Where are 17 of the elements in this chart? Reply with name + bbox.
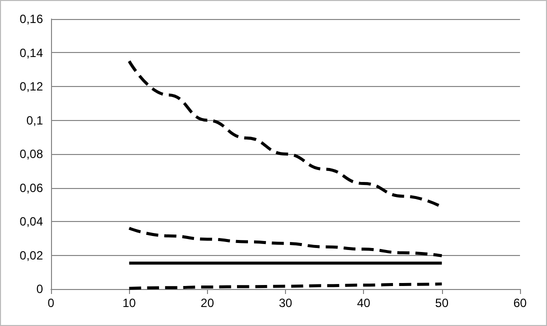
x-tick-label: 50 (435, 296, 449, 310)
x-tick-label: 40 (356, 296, 371, 310)
x-tick-label: 20 (200, 296, 214, 310)
x-tick-label: 30 (278, 296, 292, 310)
line-series (128, 226, 444, 258)
x-tick-label: 0 (48, 296, 55, 310)
y-tick-label: 0,08 (20, 147, 44, 161)
y-tick-label: 0,16 (20, 12, 44, 26)
x-tick-label: 10 (122, 296, 136, 310)
x-tick-label: 60 (513, 296, 527, 310)
y-tick-label: 0,04 (20, 214, 44, 228)
y-tick-label: 0,02 (20, 248, 44, 262)
y-tick-label: 0,1 (26, 113, 44, 128)
y-tick-label: 0 (36, 282, 44, 296)
y-tick-label: 0,06 (20, 180, 44, 195)
y-tick-label: 0,12 (20, 80, 44, 94)
y-tick-label: 0,14 (20, 46, 44, 60)
